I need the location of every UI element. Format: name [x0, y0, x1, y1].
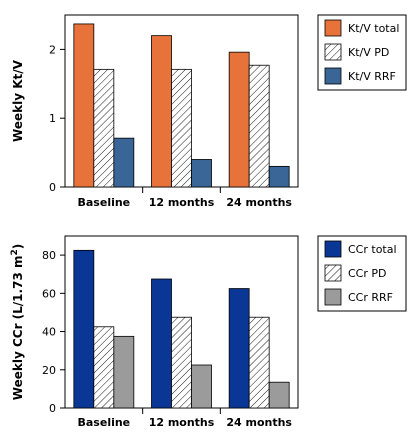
y-tick-label: 40	[42, 326, 56, 339]
bar-ccr-pd-12-months	[171, 316, 192, 409]
bar-kt-v-rrf-12-months	[191, 159, 212, 188]
y-axis-title: Weekly CCr (L/1.73 m2)	[10, 244, 25, 400]
bar-ccr-total-baseline	[73, 249, 95, 409]
x-category-label: 24 months	[226, 196, 292, 209]
legend-swatch	[324, 43, 342, 61]
bar-ccr-pd-baseline	[93, 326, 115, 409]
y-tick-label: 0	[49, 181, 56, 194]
y-tick-label: 80	[42, 249, 56, 262]
bar-ccr-rrf-baseline	[113, 335, 135, 409]
y-tick-label: 2	[49, 43, 56, 56]
y-axis-title-end: )	[11, 244, 25, 249]
bar-ccr-rrf-24-months	[268, 381, 290, 409]
legend-swatch	[324, 19, 342, 37]
bar-ccr-total-12-months	[151, 278, 172, 409]
legend-swatch	[324, 240, 342, 258]
y-tick-label: 20	[42, 364, 56, 377]
y-axis-title-text: Weekly CCr (L/1.73 m	[11, 256, 25, 401]
legend-label: CCr RRF	[348, 291, 393, 304]
x-category-label: Baseline	[78, 196, 131, 209]
y-axis-title-superscript: 2	[10, 249, 20, 255]
bar-kt-v-pd-baseline	[93, 68, 115, 188]
chart-ccr: 0 20 40 60 80 Baseline 12 months 24 months Weekl…	[10, 235, 407, 429]
x-category-label: 12 months	[149, 416, 215, 429]
bar-kt-v-total-baseline	[73, 23, 95, 188]
y-tick-label: 0	[49, 402, 56, 415]
legend-swatch	[324, 67, 342, 85]
bar-kt-v-rrf-baseline	[113, 137, 135, 188]
legend-label: CCr total	[348, 243, 397, 256]
chart-kt-v: 0 1 2 Baseline 12 months 24 months Weekly Kt/V…	[11, 14, 407, 209]
y-tick-label: 1	[49, 112, 56, 125]
legend-label: Kt/V total	[348, 22, 399, 35]
y-axis-title-text: Weekly Kt/V	[11, 59, 25, 142]
bar-ccr-total-24-months	[228, 288, 250, 409]
y-axis-title: Weekly Kt/V	[11, 59, 25, 142]
legend-label: CCr PD	[348, 267, 386, 280]
bar-kt-v-rrf-24-months	[268, 165, 290, 188]
bar-kt-v-pd-12-months	[171, 68, 192, 188]
bar-ccr-rrf-12-months	[191, 364, 212, 409]
legend-label: Kt/V RRF	[348, 70, 396, 83]
bar-ccr-pd-24-months	[248, 316, 270, 409]
legend-swatch	[324, 264, 342, 282]
y-tick-label: 60	[42, 287, 56, 300]
bar-kt-v-pd-24-months	[248, 64, 270, 188]
x-category-label: Baseline	[78, 416, 131, 429]
legend-label: Kt/V PD	[348, 46, 389, 59]
x-category-label: 12 months	[149, 196, 215, 209]
bar-kt-v-total-12-months	[151, 35, 172, 188]
x-category-label: 24 months	[226, 416, 292, 429]
legend-swatch	[324, 288, 342, 306]
bar-kt-v-total-24-months	[228, 51, 250, 188]
